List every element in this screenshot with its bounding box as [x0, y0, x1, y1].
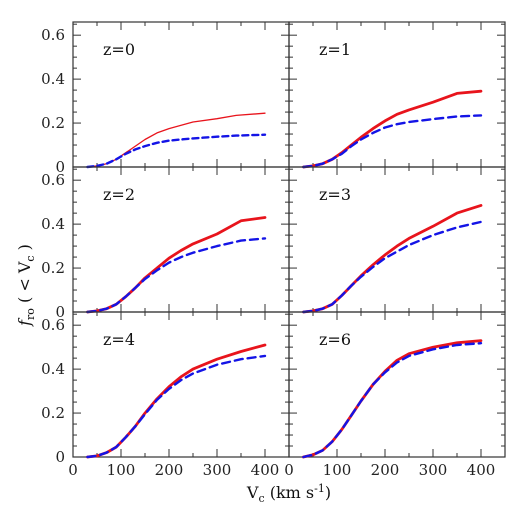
x-tick-label: 300	[419, 461, 448, 479]
x-tick-label: 400	[467, 461, 496, 479]
x-axis-title-sub: c	[258, 492, 264, 505]
y-tick-label: 0	[55, 158, 65, 176]
panel-label: z=3	[319, 185, 351, 204]
y-tick-label: 0.4	[41, 215, 65, 233]
x-axis-title-sup: -1	[314, 482, 325, 495]
x-axis-title-close: )	[325, 483, 331, 502]
panel-label: z=4	[103, 330, 135, 349]
series-dashed-line	[86, 237, 267, 314]
series-dashed-line	[302, 220, 483, 314]
x-tick-label: 200	[371, 461, 400, 479]
series-solid-line	[301, 339, 483, 459]
y-tick-label: 0.2	[41, 404, 65, 422]
y-axis-title-close: )	[15, 244, 34, 255]
y-axis-title-main: f	[15, 317, 34, 327]
panel-z=3: z=3	[288, 166, 506, 314]
panels-group: 00.20.40.6z=0 z=100.20.40.6z=2 z=300.20.40…	[41, 21, 506, 479]
x-axis-title-main: V	[246, 483, 259, 502]
panel-z=6: 0 100 200 300 400 z=6	[284, 311, 506, 479]
panel-z=4: 0 0.2 0.4 0.6 0 100 200 300 400 z=4	[41, 311, 290, 479]
x-tick-label: 100	[107, 461, 136, 479]
y-tick-label: 0.4	[41, 360, 65, 378]
y-tick-label: 0.4	[41, 70, 65, 88]
series-dashed-line	[302, 342, 483, 459]
panel-z=2: 0 0.2 0.4 0.6 z=2	[41, 166, 290, 321]
x-tick-label: 300	[203, 461, 232, 479]
x-tick-label: 200	[155, 461, 184, 479]
series-solid-line	[301, 89, 483, 169]
panel-z=0: 0 0.2 0.4 0.6 z=0	[41, 21, 290, 176]
panel-label: z=2	[103, 185, 135, 204]
y-axis-title-mid: ( < V	[15, 261, 34, 308]
series-dashed-line	[86, 354, 267, 459]
y-axis-title-sub2: c	[24, 255, 37, 261]
x-tick-label: 400	[251, 461, 280, 479]
series-dashed-line	[302, 114, 483, 169]
x-tick-label: 0	[284, 461, 294, 479]
y-tick-label: 0.6	[41, 26, 65, 44]
y-tick-label: 0.2	[41, 114, 65, 132]
y-tick-label: 0.6	[41, 316, 65, 334]
series-dashed-line	[86, 133, 267, 169]
series-solid-line	[301, 203, 483, 314]
panel-label: z=1	[319, 40, 351, 59]
x-tick-label: 100	[323, 461, 352, 479]
x-tick-label: 0	[68, 461, 78, 479]
y-tick-label: 0.6	[41, 171, 65, 189]
panel-label: z=6	[319, 330, 351, 349]
series-solid-line	[86, 216, 267, 314]
y-tick-label: 0.2	[41, 259, 65, 277]
panel-label: z=0	[103, 40, 135, 59]
series-solid-line	[86, 343, 267, 459]
y-axis-title-sub: ro	[24, 308, 37, 320]
x-axis-title: Vc (km s-1)	[246, 482, 331, 505]
panel-z=1: z=1	[288, 21, 506, 169]
y-tick-label: 0	[55, 303, 65, 321]
y-tick-label: 0	[55, 448, 65, 466]
panel-frame	[288, 311, 506, 458]
y-axis-title: fro ( < Vc )	[15, 244, 37, 327]
x-axis-title-rest: (km s	[265, 483, 315, 502]
